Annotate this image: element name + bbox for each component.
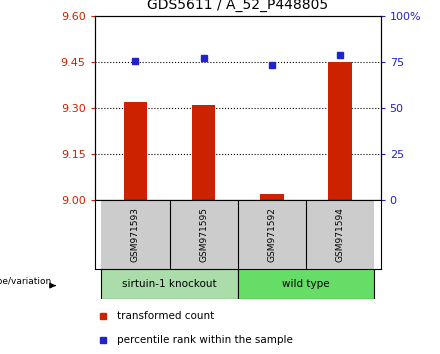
Text: GSM971593: GSM971593 xyxy=(131,207,140,262)
Text: GSM971592: GSM971592 xyxy=(267,207,276,262)
Bar xyxy=(328,62,352,200)
Text: sirtuin-1 knockout: sirtuin-1 knockout xyxy=(122,279,217,289)
Bar xyxy=(238,269,374,299)
Text: GSM971595: GSM971595 xyxy=(199,207,208,262)
Title: GDS5611 / A_52_P448805: GDS5611 / A_52_P448805 xyxy=(147,0,328,12)
Bar xyxy=(124,102,147,200)
Text: GSM971594: GSM971594 xyxy=(335,207,344,262)
Text: genotype/variation: genotype/variation xyxy=(0,276,52,286)
Text: wild type: wild type xyxy=(282,279,330,289)
Text: transformed count: transformed count xyxy=(117,311,215,321)
Bar xyxy=(169,200,238,269)
Bar xyxy=(260,194,283,200)
Bar xyxy=(192,105,216,200)
Bar xyxy=(101,200,169,269)
Bar xyxy=(101,269,238,299)
Bar xyxy=(306,200,374,269)
Text: percentile rank within the sample: percentile rank within the sample xyxy=(117,335,293,345)
Bar xyxy=(238,200,306,269)
